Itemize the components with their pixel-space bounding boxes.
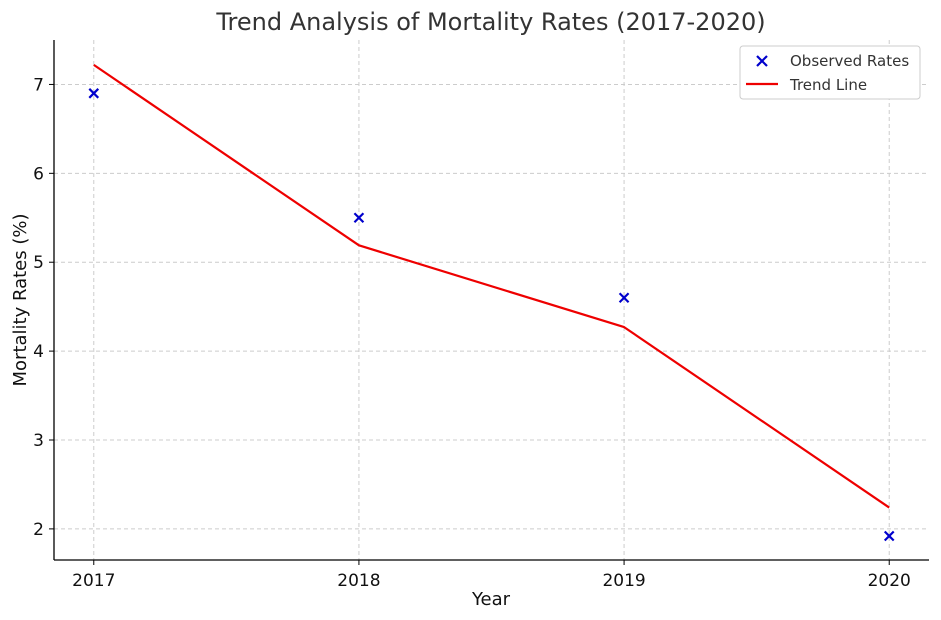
legend: Observed Rates Trend Line: [739, 45, 921, 100]
y-tick-label: 7: [33, 75, 44, 95]
x-axis-label: Year: [471, 589, 511, 610]
y-tick-label: 4: [33, 342, 44, 362]
x-tick-label: 2019: [602, 571, 645, 591]
observed-point: [353, 212, 365, 224]
trend-line: [93, 63, 890, 509]
y-tick-label: 5: [33, 253, 44, 273]
y-tick-label: 2: [33, 520, 44, 540]
observed-point: [883, 530, 895, 542]
x-ticks: 2017 2018 2019 2020: [72, 560, 911, 591]
series-layer: [88, 63, 895, 542]
observed-point: [88, 88, 100, 99]
legend-label-trend: Trend Line: [789, 76, 867, 94]
legend-box: [739, 45, 921, 100]
y-ticks: 2 3 4 5 6 7: [33, 75, 54, 540]
x-tick-label: 2018: [337, 571, 380, 591]
axes: [53, 40, 929, 561]
grid: [54, 40, 929, 560]
chart-title: Trend Analysis of Mortality Rates (2017-…: [215, 8, 765, 36]
y-tick-label: 6: [33, 164, 44, 184]
y-tick-label: 3: [33, 431, 44, 451]
x-tick-label: 2020: [868, 571, 911, 591]
legend-marker-observed: [756, 55, 768, 67]
legend-label-observed: Observed Rates: [790, 52, 909, 70]
y-axis-label: Mortality Rates (%): [10, 214, 31, 387]
observed-point: [618, 292, 630, 304]
x-tick-label: 2017: [72, 571, 115, 591]
